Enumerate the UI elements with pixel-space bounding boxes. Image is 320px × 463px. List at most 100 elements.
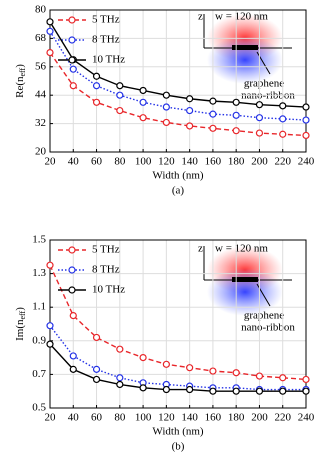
plot-frame (49, 9, 307, 153)
x-tick-label: 40 (68, 156, 80, 168)
point (46, 48, 54, 57)
inset-width: w = 120 nm (215, 243, 268, 255)
y-tick-label: 56 (35, 60, 47, 72)
point (46, 261, 54, 269)
y-tick-label: 20 (35, 146, 47, 158)
inset-label: graphene (244, 310, 284, 322)
x-tick-label: 120 (158, 156, 175, 168)
point (232, 98, 240, 106)
series-line (49, 343, 306, 392)
legend-label: 8 THz (92, 264, 120, 276)
inset-width: w = 120 nm (215, 11, 268, 23)
point (69, 82, 77, 90)
point (162, 91, 170, 99)
point (302, 375, 310, 384)
x-tick-label: 40 (68, 412, 80, 424)
panel-label: (b) (172, 441, 185, 453)
point (92, 365, 101, 373)
x-tick-label: 160 (205, 156, 222, 168)
point (92, 82, 101, 90)
y-tick-label: 1.1 (32, 301, 46, 313)
legend-label: 5 THz (92, 244, 120, 256)
point (255, 387, 264, 395)
y-axis-label-part: eff (18, 310, 27, 319)
x-tick-label: 20 (45, 412, 57, 424)
point (255, 372, 264, 380)
y-tick-label: 80 (35, 4, 47, 16)
point (255, 114, 264, 122)
legend-label: 10 THz (92, 284, 125, 296)
point (279, 130, 287, 138)
point (162, 103, 170, 111)
x-tick-label: 80 (114, 412, 126, 424)
point (116, 106, 124, 115)
y-tick-label: 44 (35, 89, 47, 101)
point (69, 312, 77, 320)
x-tick-label: 60 (91, 156, 103, 168)
inset-z: z (198, 243, 203, 255)
point (255, 129, 264, 137)
point (302, 387, 310, 395)
point (139, 384, 147, 392)
point (162, 385, 170, 394)
x-tick-label: 160 (205, 412, 222, 424)
legend-marker (68, 16, 76, 24)
inset-label: graphene (244, 78, 284, 90)
point (232, 369, 240, 377)
y-tick-label: 32 (35, 117, 46, 129)
x-tick-label: 180 (228, 412, 245, 424)
point (186, 364, 194, 372)
point (69, 65, 77, 73)
point (46, 27, 54, 35)
legend-marker (68, 36, 76, 44)
series-line (49, 21, 307, 108)
point (116, 374, 124, 382)
point (279, 102, 287, 110)
y-axis-label: Re(neff) (14, 64, 27, 98)
x-tick-label: 20 (45, 156, 57, 168)
point (186, 385, 194, 394)
x-tick-label: 220 (274, 412, 291, 424)
x-tick-label: 60 (91, 412, 103, 424)
x-axis-label: Width (nm) (152, 170, 204, 182)
point (209, 124, 217, 132)
point (69, 352, 77, 360)
y-tick-label: 0.9 (32, 334, 46, 346)
x-tick-label: 200 (251, 412, 268, 424)
point (139, 86, 147, 95)
point (186, 122, 194, 130)
x-tick-label: 240 (298, 412, 315, 424)
point (46, 322, 54, 330)
inset: z w = 120 nm graphene nano-ribbon (198, 11, 295, 102)
point (279, 115, 287, 123)
point (92, 375, 101, 384)
point (92, 333, 101, 342)
point (302, 131, 310, 140)
point (232, 111, 240, 119)
x-tick-label: 100 (135, 412, 152, 424)
series-line (49, 264, 307, 381)
legend-marker (68, 286, 76, 294)
legend-marker (68, 266, 76, 274)
point (92, 98, 101, 106)
y-axis-label-part: Re(n (14, 76, 26, 98)
point (116, 345, 124, 353)
point (116, 380, 124, 389)
series-line (49, 52, 307, 137)
point (139, 354, 147, 362)
point (302, 116, 310, 124)
point (139, 114, 147, 122)
point (209, 387, 217, 395)
y-tick-label: 1.3 (32, 267, 46, 279)
y-axis-label: Im(neff) (14, 307, 27, 341)
point (209, 97, 217, 105)
point (139, 98, 147, 106)
point (46, 340, 54, 348)
point (232, 127, 240, 135)
point (186, 106, 194, 115)
x-axis-label: Width (nm) (152, 426, 204, 438)
x-tick-label: 140 (181, 412, 198, 424)
x-tick-label: 80 (114, 156, 126, 168)
y-tick-label: 0.7 (32, 368, 46, 380)
